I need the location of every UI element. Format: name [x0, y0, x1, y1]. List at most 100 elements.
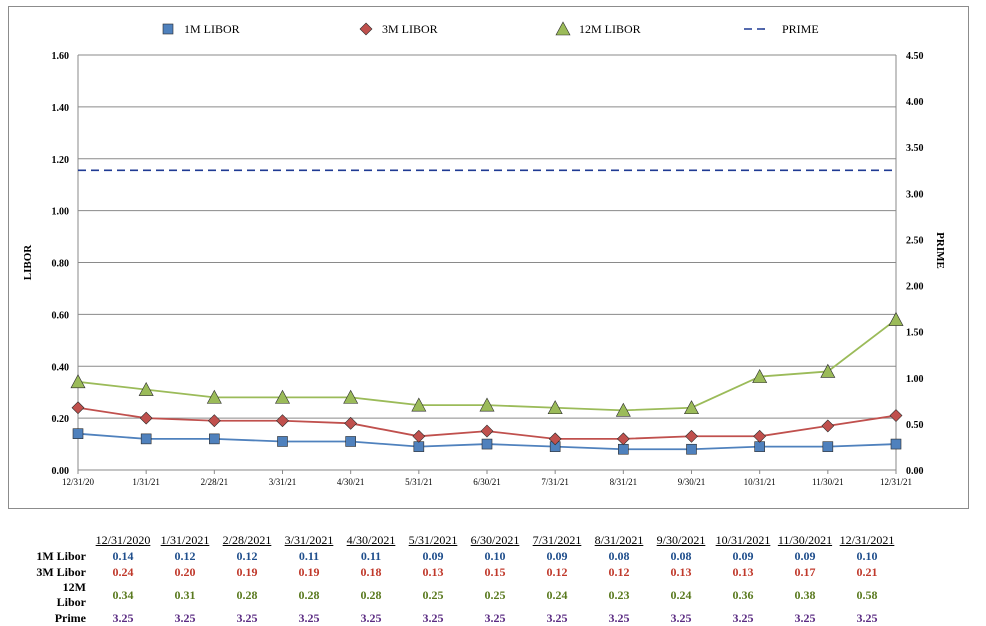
table-row-label: Prime [54, 610, 86, 625]
legend-diamond-icon [359, 22, 373, 36]
table-row: Prime 3.25 3.25 3.25 3.25 3.25 3.25 3.25 3.25 3.2… [34, 610, 898, 626]
square-marker [481, 438, 493, 450]
table-cell: 0.23 [608, 587, 630, 602]
table-cell: 0.19 [236, 564, 258, 579]
table-cell: 0.17 [794, 564, 816, 579]
x-tick-label: 8/31/21 [610, 477, 638, 487]
table-cell: 0.11 [360, 548, 382, 563]
triangle-marker [683, 400, 700, 415]
x-tick-label: 12/31/21 [880, 477, 912, 487]
table-cell: 0.36 [732, 587, 754, 602]
table-cell: 3.25 [236, 610, 258, 625]
table-column-header: 7/31/2021 [532, 533, 582, 547]
table-cell: 0.28 [236, 587, 258, 602]
table-cell: 3.25 [298, 610, 320, 625]
diamond-marker [753, 429, 767, 443]
table-cell: 3.25 [856, 610, 878, 625]
table-row-label: 3M Libor [36, 564, 86, 579]
y2-axis-title: PRIME [934, 232, 946, 269]
y-tick-label: 1.40 [52, 103, 70, 114]
x-tick-label: 2/28/21 [201, 477, 229, 487]
x-tick-label: 7/31/21 [541, 477, 569, 487]
y2-tick-label: 2.00 [906, 282, 924, 293]
legend-label: 12M LIBOR [579, 22, 641, 36]
triangle-marker [70, 374, 86, 389]
table-cell: 0.21 [856, 564, 878, 579]
square-marker [72, 428, 84, 439]
diamond-marker [412, 429, 426, 443]
y2-tick-label: 0.00 [906, 466, 924, 477]
table-row: 1M Libor 0.14 0.12 0.12 0.11 0.11 0.09 0.10 0.09… [34, 548, 898, 564]
y-tick-label: 1.00 [52, 207, 70, 218]
table-cell: 0.09 [732, 548, 754, 563]
table-column-header: 9/30/2021 [656, 533, 706, 547]
triangle-marker [752, 368, 768, 383]
12m-libor-line [77, 318, 897, 412]
table-cell: 0.24 [670, 587, 692, 602]
diamond-marker [685, 429, 698, 443]
diamond-marker [480, 424, 494, 438]
table-cell: 0.11 [298, 548, 320, 563]
y-tick-label: 0.40 [52, 362, 70, 373]
table-corner [34, 533, 92, 548]
table-cell: 3.25 [608, 610, 630, 625]
table-cell: 0.28 [298, 587, 320, 602]
table-cell: 0.18 [360, 564, 382, 579]
table-cell: 0.10 [484, 548, 506, 563]
table-column-header: 12/31/2021 [839, 533, 895, 547]
table-column-header: 2/28/2021 [222, 533, 272, 547]
x-tick-label: 1/31/21 [132, 477, 160, 487]
table-cell: 0.12 [608, 564, 630, 579]
chart-frame [8, 6, 969, 509]
table-row: 12M Libor 0.34 0.31 0.28 0.28 0.28 0.25 0.25 0.2… [34, 580, 898, 610]
table-column-header: 3/31/2021 [284, 533, 334, 547]
diamond-marker [548, 432, 562, 446]
legend-label: PRIME [782, 22, 819, 36]
triangle-marker [547, 400, 563, 415]
table-column-header: 4/30/2021 [346, 533, 396, 547]
square-marker [822, 441, 834, 452]
legend-square-icon [162, 23, 174, 35]
table-cell: 3.25 [546, 610, 568, 625]
x-tick-label: 4/30/21 [337, 477, 365, 487]
table-column-header: 11/30/2021 [777, 533, 833, 547]
table-cell: 3.25 [174, 610, 196, 625]
table-row-label: 12M Libor [56, 580, 86, 609]
legend-label: 3M LIBOR [382, 22, 438, 36]
table-cell: 3.25 [360, 610, 382, 625]
table-cell: 0.13 [670, 564, 692, 579]
square-marker [686, 443, 697, 455]
x-tick-label: 5/31/21 [405, 477, 433, 487]
table-row: 3M Libor 0.24 0.20 0.19 0.19 0.18 0.13 0.15 0.12… [34, 564, 898, 580]
diamond-marker [821, 419, 835, 433]
table-cell: 0.08 [608, 548, 630, 563]
diamond-marker [889, 409, 903, 422]
triangle-marker [479, 397, 495, 412]
table-cell: 0.24 [112, 564, 134, 579]
table-column-header: 1/31/2021 [160, 533, 210, 547]
y-axis-title: LIBOR [22, 244, 34, 281]
table-cell: 0.24 [546, 587, 568, 602]
table-cell: 0.09 [546, 548, 568, 563]
x-tick-label: 11/30/21 [812, 477, 844, 487]
square-marker [140, 433, 152, 445]
table-cell: 0.34 [112, 587, 134, 602]
triangle-marker [615, 402, 631, 417]
table-row-label: 1M Libor [36, 548, 86, 563]
diamond-marker [616, 432, 630, 446]
square-marker [618, 443, 629, 455]
y-tick-label: 1.60 [52, 51, 70, 62]
table-cell: 0.19 [298, 564, 320, 579]
triangle-marker [274, 389, 291, 404]
table-cell: 0.14 [112, 548, 134, 563]
x-tick-label: 3/31/21 [269, 477, 297, 487]
y-tick-label: 0.80 [52, 259, 70, 270]
triangle-marker [206, 389, 222, 404]
table-cell: 3.25 [670, 610, 692, 625]
square-marker [754, 441, 765, 452]
table-cell: 0.25 [484, 587, 506, 602]
table-column-header: 5/31/2021 [408, 533, 458, 547]
table-header-row: 12/31/2020 1/31/2021 2/28/2021 3/31/2021 4/3… [34, 533, 898, 548]
table-cell: 0.09 [422, 548, 444, 563]
libor-prime-chart: 0.00 0.20 0.40 0.60 0.80 1.00 1.20 1.40 1.60 0.00… [22, 21, 946, 487]
